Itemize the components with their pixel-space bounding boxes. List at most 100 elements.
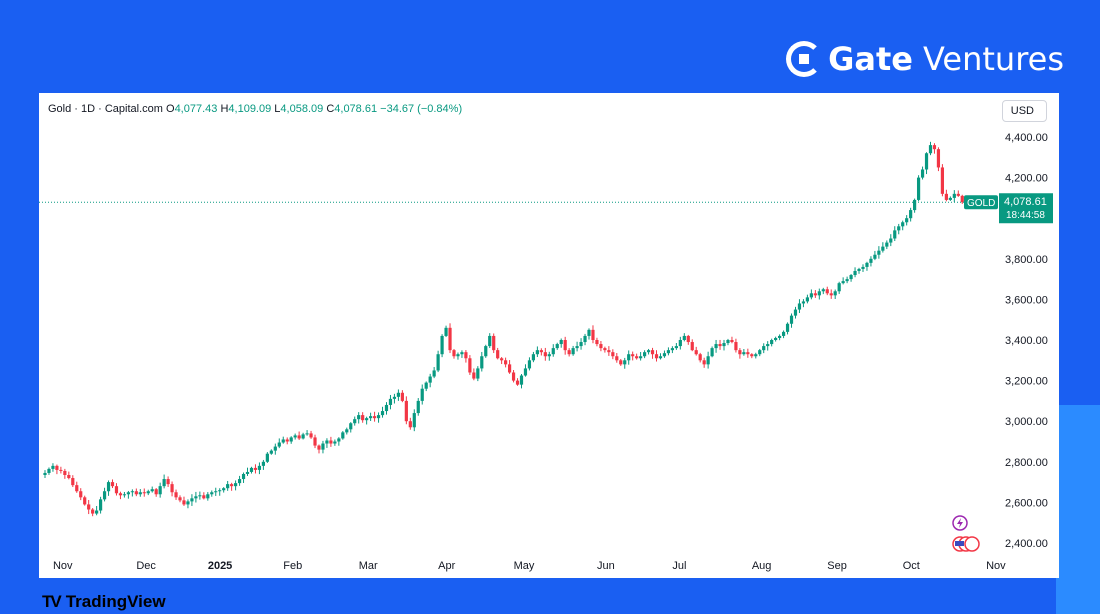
x-tick-label: 2025 bbox=[208, 560, 232, 572]
candle-body bbox=[317, 445, 321, 450]
x-tick-label: Nov bbox=[53, 560, 73, 572]
candle-body bbox=[813, 293, 817, 296]
candle-body bbox=[333, 441, 337, 444]
candle-body bbox=[809, 293, 813, 298]
tradingview-icon: TV bbox=[42, 592, 62, 611]
x-tick-label: Feb bbox=[283, 560, 302, 572]
candle-body bbox=[885, 242, 889, 247]
y-tick-label: 3,400.00 bbox=[1005, 335, 1048, 347]
candle-body bbox=[460, 352, 464, 355]
candle-body bbox=[563, 340, 567, 351]
candle-body bbox=[778, 335, 782, 338]
candle-body bbox=[774, 337, 778, 340]
candle-body bbox=[909, 210, 913, 219]
candle-body bbox=[198, 495, 202, 497]
candle-body bbox=[702, 360, 706, 365]
candle-body bbox=[353, 419, 357, 424]
candle-body bbox=[321, 443, 325, 450]
candlestick-chart[interactable]: 4,400.00 4,200.00 3,800.00 3,600.00 3,400.00… bbox=[39, 93, 1059, 578]
candle-body bbox=[222, 488, 226, 491]
candle-body bbox=[114, 486, 119, 494]
candle-body bbox=[504, 360, 508, 365]
candle-body bbox=[837, 283, 841, 292]
candle-body bbox=[134, 491, 138, 495]
lightning-glyph bbox=[957, 518, 963, 528]
candle-body bbox=[833, 291, 837, 296]
candle-body bbox=[595, 340, 599, 345]
y-tick-label: 2,600.00 bbox=[1005, 497, 1048, 509]
currency-selector[interactable]: USD bbox=[1001, 100, 1047, 122]
candle-body bbox=[142, 492, 146, 494]
candle-body bbox=[285, 439, 289, 442]
candle-body bbox=[718, 344, 722, 347]
candle-body bbox=[869, 258, 873, 263]
y-tick-label: 2,400.00 bbox=[1005, 538, 1048, 550]
candle-body bbox=[674, 346, 678, 349]
symbol-label[interactable]: Gold · 1D · Capital.com bbox=[48, 103, 163, 115]
candle-body bbox=[551, 348, 555, 355]
candle-body bbox=[428, 376, 432, 383]
candle-body bbox=[877, 250, 881, 255]
y-tick-label: 3,600.00 bbox=[1005, 294, 1048, 306]
candle-body bbox=[261, 461, 265, 466]
candle-body bbox=[313, 437, 317, 446]
candle-body bbox=[714, 344, 718, 349]
candle-body bbox=[670, 348, 674, 351]
candle-body bbox=[372, 416, 377, 419]
candle-body bbox=[408, 421, 412, 428]
candle-body bbox=[511, 372, 516, 381]
candle-body bbox=[781, 331, 786, 336]
close-value: 4,078.61 bbox=[334, 103, 378, 115]
candle-body bbox=[932, 145, 937, 150]
candle-body bbox=[476, 368, 480, 379]
candle-body bbox=[706, 356, 710, 365]
candle-body bbox=[420, 388, 424, 401]
candle-body bbox=[789, 315, 794, 324]
candle-body bbox=[956, 193, 960, 196]
chart-panel[interactable]: 4,400.00 4,200.00 3,800.00 3,600.00 3,400.00… bbox=[39, 93, 1059, 578]
candle-body bbox=[607, 350, 611, 353]
candle-body bbox=[170, 484, 174, 493]
candle-body bbox=[746, 352, 750, 355]
candle-body bbox=[615, 356, 619, 361]
candle-body bbox=[555, 344, 559, 349]
gate-logo-icon bbox=[786, 41, 823, 77]
candle-body bbox=[805, 297, 809, 302]
candle-body bbox=[51, 465, 55, 469]
candle-body bbox=[920, 169, 925, 178]
candle-body bbox=[730, 340, 734, 343]
candle-body bbox=[83, 497, 87, 505]
candle-body bbox=[916, 177, 921, 200]
candle-body bbox=[734, 342, 738, 351]
x-tick-label: Dec bbox=[136, 560, 156, 572]
candle-body bbox=[646, 350, 651, 353]
candle-body bbox=[106, 482, 111, 492]
candle-body bbox=[897, 226, 901, 231]
candle-body bbox=[547, 354, 551, 357]
candle-body bbox=[273, 446, 277, 451]
candle-body bbox=[55, 465, 59, 470]
y-tick-label: 3,000.00 bbox=[1005, 416, 1048, 428]
us-flag-event-icon bbox=[964, 536, 980, 552]
candle-body bbox=[400, 392, 404, 401]
candle-body bbox=[396, 392, 401, 397]
candle-body bbox=[642, 352, 647, 357]
candle-body bbox=[619, 360, 623, 365]
candle-body bbox=[893, 230, 897, 239]
candle-body bbox=[388, 398, 393, 405]
candle-body bbox=[412, 413, 416, 428]
candle-body bbox=[277, 442, 281, 447]
candle-body bbox=[309, 433, 313, 438]
candle-body bbox=[770, 340, 774, 345]
candle-body bbox=[452, 350, 456, 357]
countdown-label: 18:44:58 bbox=[1006, 210, 1045, 221]
candle-body bbox=[889, 238, 893, 243]
candle-body bbox=[754, 354, 758, 357]
candle-body bbox=[174, 492, 178, 498]
candle-body bbox=[849, 275, 853, 280]
candle-body bbox=[841, 281, 845, 284]
ohlc-header: Gold · 1D · Capital.com O4,077.43 H4,109… bbox=[48, 103, 462, 115]
candle-body bbox=[122, 494, 127, 496]
candle-body bbox=[293, 435, 297, 438]
candle-body bbox=[241, 473, 246, 480]
